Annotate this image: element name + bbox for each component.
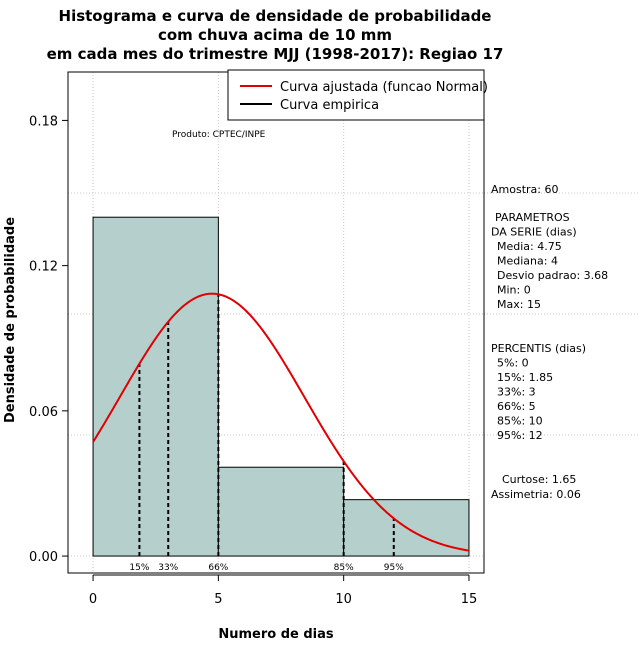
percentile-text-line: 66%: 5 [497,400,536,413]
histogram-bars [92,216,470,557]
x-axis: 0 5 10 15 [89,574,478,607]
chart-title: Histograma e curva de densidade de proba… [47,7,504,63]
y-tick-label: 0.12 [29,260,58,275]
legend-box [227,69,485,121]
x-tick-label: 10 [335,592,352,607]
kurtosis: Curtose: 1.65 [502,473,576,486]
legend-label-empirical: Curva empirica [280,98,379,113]
parameter-line: Media: 4.75 [497,240,562,253]
chart-title-line-3: em cada mes do trimestre MJJ (1998-2017)… [47,45,504,63]
percentile-text-line: 33%: 3 [497,386,536,399]
chart-title-line-2: com chuva acima de 10 mm [158,26,392,44]
y-axis: 0.00 0.06 0.12 0.18 [29,114,69,565]
percentile-text-line: 5%: 0 [497,357,529,370]
parameter-line: PARAMETROS [495,211,570,224]
x-axis-title: Numero de dias [218,627,334,642]
x-tick-label: 5 [214,592,222,607]
sample-size: Amostra: 60 [491,183,558,196]
legend-label-normal: Curva ajustada (funcao Normal) [280,80,488,95]
percentile-text-line: 85%: 10 [497,415,543,428]
histogram-bar [92,216,219,557]
percentile-label: 95% [384,563,404,573]
normal-curve [92,292,470,552]
y-tick-label: 0.18 [29,114,58,129]
legend: Curva ajustada (funcao Normal) Curva emp… [227,69,488,121]
percentile-text-line: PERCENTIS (dias) [491,342,586,355]
percentile-text-line: 95%: 12 [497,429,543,442]
y-tick-label: 0.06 [29,405,58,420]
percentile-markers: 15% 33% 66% 85% 95% [129,294,404,573]
parameters-block: PARAMETROS DA SERIE (dias)Media: 4.75 Medi… [491,211,608,311]
histogram-bar [217,466,345,557]
percentile-label: 66% [208,563,228,573]
chart-title-line-1: Histograma e curva de densidade de proba… [59,7,492,25]
percentile-label: 85% [334,563,354,573]
parameter-line: Min: 0 [497,284,531,297]
skewness: Assimetria: 0.06 [491,488,581,501]
x-tick-label: 0 [89,592,97,607]
parameter-line: Max: 15 [497,298,541,311]
percentiles-block: PERCENTIS (dias) 5%: 015%: 1.85 33%: 366%:… [491,342,586,442]
x-tick-label: 15 [461,592,478,607]
product-label: Produto: CPTEC/INPE [172,130,266,140]
y-axis-title: Densidade de probabilidade [3,217,18,423]
parameter-line: Mediana: 4 [497,255,558,268]
parameter-line: Desvio padrao: 3.68 [497,269,608,282]
percentile-label: 15% [129,563,149,573]
percentile-label: 33% [158,563,178,573]
parameter-line: DA SERIE (dias) [491,226,577,239]
y-tick-label: 0.00 [29,550,58,565]
percentile-text-line: 15%: 1.85 [497,371,553,384]
